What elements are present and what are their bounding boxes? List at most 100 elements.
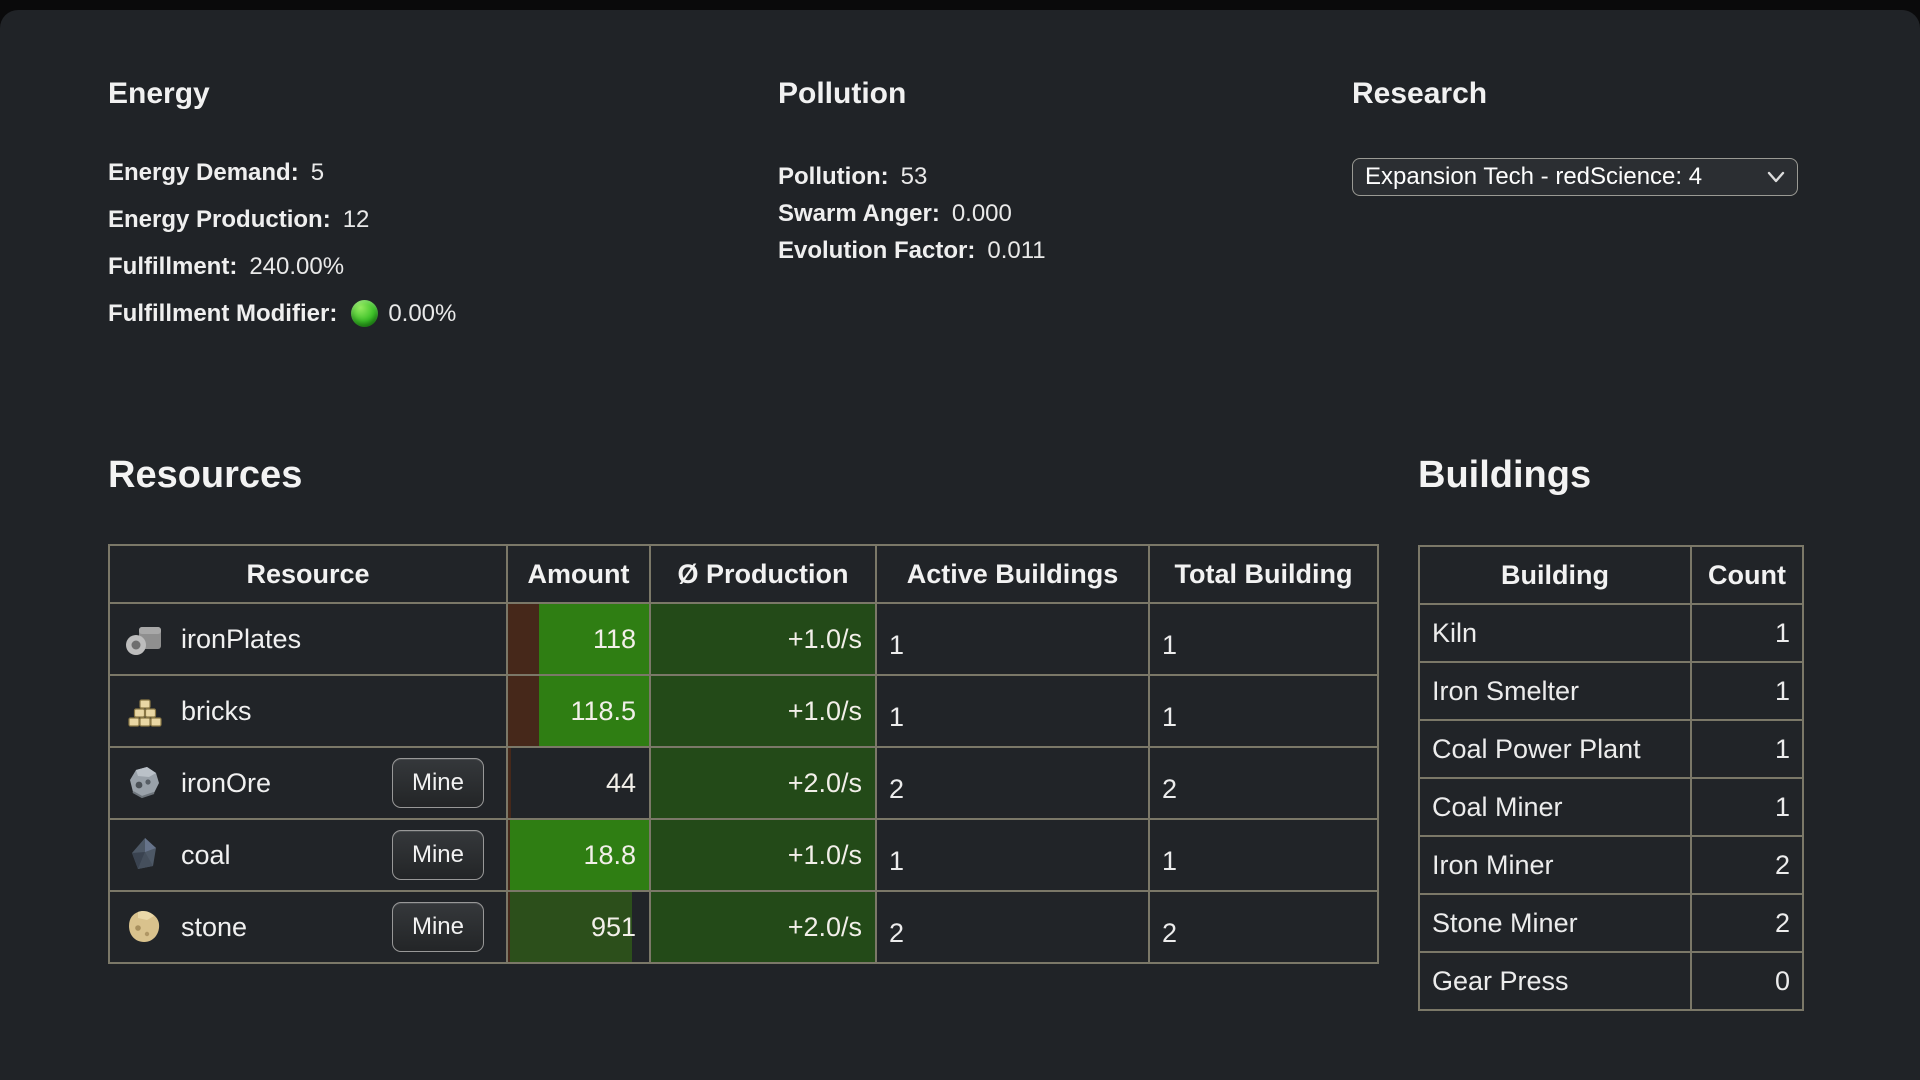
- amount-cell: 44: [506, 746, 651, 820]
- building-count-cell: 1: [1690, 603, 1804, 663]
- building-count-cell: 0: [1690, 951, 1804, 1011]
- iron-plates-icon: [125, 619, 165, 659]
- coal-icon: [125, 835, 165, 875]
- active-buildings-cell: 1: [875, 674, 1150, 748]
- buildings-header-row: Building Count: [1418, 545, 1804, 605]
- resource-row: coal Mine 18.8 +1.0/s 1 1: [108, 818, 1379, 892]
- active-buildings-value: 1: [889, 629, 905, 660]
- resource-cell: bricks: [108, 674, 508, 748]
- buildings-table: Building Count Kiln 1 Iron Smelter 1 Coa…: [1418, 545, 1804, 1011]
- active-buildings-cell: 1: [875, 602, 1150, 676]
- amount-value: 44: [605, 767, 636, 798]
- col-building: Building: [1418, 545, 1692, 605]
- active-buildings-value: 1: [889, 701, 905, 732]
- research-section: Research Expansion Tech - redScience: 4: [1352, 76, 1852, 196]
- building-name-cell: Coal Power Plant: [1418, 719, 1692, 779]
- total-buildings-value: 1: [1162, 629, 1178, 660]
- resource-cell: coal Mine: [108, 818, 508, 892]
- resource-name: coal: [181, 839, 231, 870]
- production-value: +1.0/s: [787, 839, 862, 870]
- amount-cell: 18.8: [506, 818, 651, 892]
- total-buildings-cell: 1: [1148, 602, 1379, 676]
- production-value: +2.0/s: [787, 911, 862, 942]
- resource-cell: stone Mine: [108, 890, 508, 964]
- buildings-title: Buildings: [1418, 454, 1592, 496]
- energy-section: Energy Energy Demand: 5 Energy Production…: [108, 76, 728, 346]
- evolution-factor-label: Evolution Factor:: [778, 237, 976, 264]
- building-count-cell: 1: [1690, 719, 1804, 779]
- active-buildings-value: 1: [889, 845, 905, 876]
- fulfillment-modifier-line: Fulfillment Modifier: 0.00%: [108, 299, 728, 329]
- amount-value: 118.5: [570, 695, 636, 726]
- resource-row: stone Mine 951 +2.0/s 2 2: [108, 890, 1379, 964]
- building-name-cell: Coal Miner: [1418, 777, 1692, 837]
- energy-production-label: Energy Production:: [108, 206, 331, 233]
- production-cell: +1.0/s: [649, 818, 877, 892]
- total-buildings-cell: 2: [1148, 746, 1379, 820]
- pollution-label: Pollution:: [778, 163, 889, 190]
- resource-cell: ironPlates: [108, 602, 508, 676]
- production-cell: +1.0/s: [649, 602, 877, 676]
- resource-name: ironOre: [181, 767, 272, 798]
- resource-row: ironPlates 118 +1.0/s 1 1: [108, 602, 1379, 676]
- production-value: +2.0/s: [787, 767, 862, 798]
- mine-button[interactable]: Mine: [392, 902, 484, 952]
- energy-demand-label: Energy Demand:: [108, 159, 299, 186]
- resource-name: stone: [181, 911, 248, 942]
- amount-cell: 951: [506, 890, 651, 964]
- resource-row: ironOre Mine 44 +2.0/s 2 2: [108, 746, 1379, 820]
- building-name-cell: Iron Smelter: [1418, 661, 1692, 721]
- col-count: Count: [1690, 545, 1804, 605]
- building-name-cell: Kiln: [1418, 603, 1692, 663]
- fulfillment-label: Fulfillment:: [108, 253, 238, 280]
- resource-name: ironPlates: [181, 623, 302, 654]
- production-value: +1.0/s: [787, 623, 862, 654]
- production-cell: +2.0/s: [649, 890, 877, 964]
- amount-value: 951: [590, 911, 636, 942]
- mine-button[interactable]: Mine: [392, 758, 484, 808]
- building-row: Iron Miner 2: [1418, 835, 1804, 895]
- amount-cell: 118: [506, 602, 651, 676]
- production-cell: +1.0/s: [649, 674, 877, 748]
- energy-production-value: 12: [342, 206, 370, 233]
- building-count-cell: 2: [1690, 835, 1804, 895]
- col-resource: Resource: [108, 544, 508, 604]
- active-buildings-cell: 1: [875, 818, 1150, 892]
- total-buildings-value: 2: [1162, 773, 1178, 804]
- col-amount: Amount: [506, 544, 651, 604]
- evolution-factor-value: 0.011: [987, 237, 1046, 264]
- fulfillment-modifier-value: 0.00%: [388, 300, 457, 327]
- building-count-cell: 2: [1690, 893, 1804, 953]
- research-title: Research: [1352, 77, 1488, 110]
- building-name-cell: Gear Press: [1418, 951, 1692, 1011]
- resources-title: Resources: [108, 454, 303, 496]
- research-select-wrap: Expansion Tech - redScience: 4: [1352, 158, 1798, 196]
- resources-table: Resource Amount Ø Production Active Buil…: [108, 544, 1379, 964]
- building-name-cell: Iron Miner: [1418, 835, 1692, 895]
- total-buildings-cell: 1: [1148, 818, 1379, 892]
- energy-title: Energy: [108, 77, 210, 110]
- pollution-value: 53: [900, 163, 928, 190]
- total-buildings-cell: 1: [1148, 674, 1379, 748]
- total-buildings-cell: 2: [1148, 890, 1379, 964]
- production-cell: +2.0/s: [649, 746, 877, 820]
- building-name-cell: Stone Miner: [1418, 893, 1692, 953]
- fulfillment-modifier-label: Fulfillment Modifier:: [108, 300, 338, 327]
- active-buildings-value: 2: [889, 773, 905, 804]
- resource-cell: ironOre Mine: [108, 746, 508, 820]
- swarm-anger-line: Swarm Anger: 0.000: [778, 195, 1298, 232]
- production-value: +1.0/s: [787, 695, 862, 726]
- stone-icon: [125, 907, 165, 947]
- total-buildings-value: 2: [1162, 917, 1178, 948]
- mine-button[interactable]: Mine: [392, 830, 484, 880]
- building-count-cell: 1: [1690, 777, 1804, 837]
- amount-value: 118: [592, 623, 636, 654]
- fulfillment-line: Fulfillment: 240.00%: [108, 252, 728, 282]
- pollution-section: Pollution Pollution: 53 Swarm Anger: 0.000…: [778, 76, 1298, 269]
- amount-cell: 118.5: [506, 674, 651, 748]
- research-select[interactable]: Expansion Tech - redScience: 4: [1352, 158, 1798, 196]
- swarm-anger-label: Swarm Anger:: [778, 200, 940, 227]
- resources-header-row: Resource Amount Ø Production Active Buil…: [108, 544, 1379, 604]
- building-row: Kiln 1: [1418, 603, 1804, 663]
